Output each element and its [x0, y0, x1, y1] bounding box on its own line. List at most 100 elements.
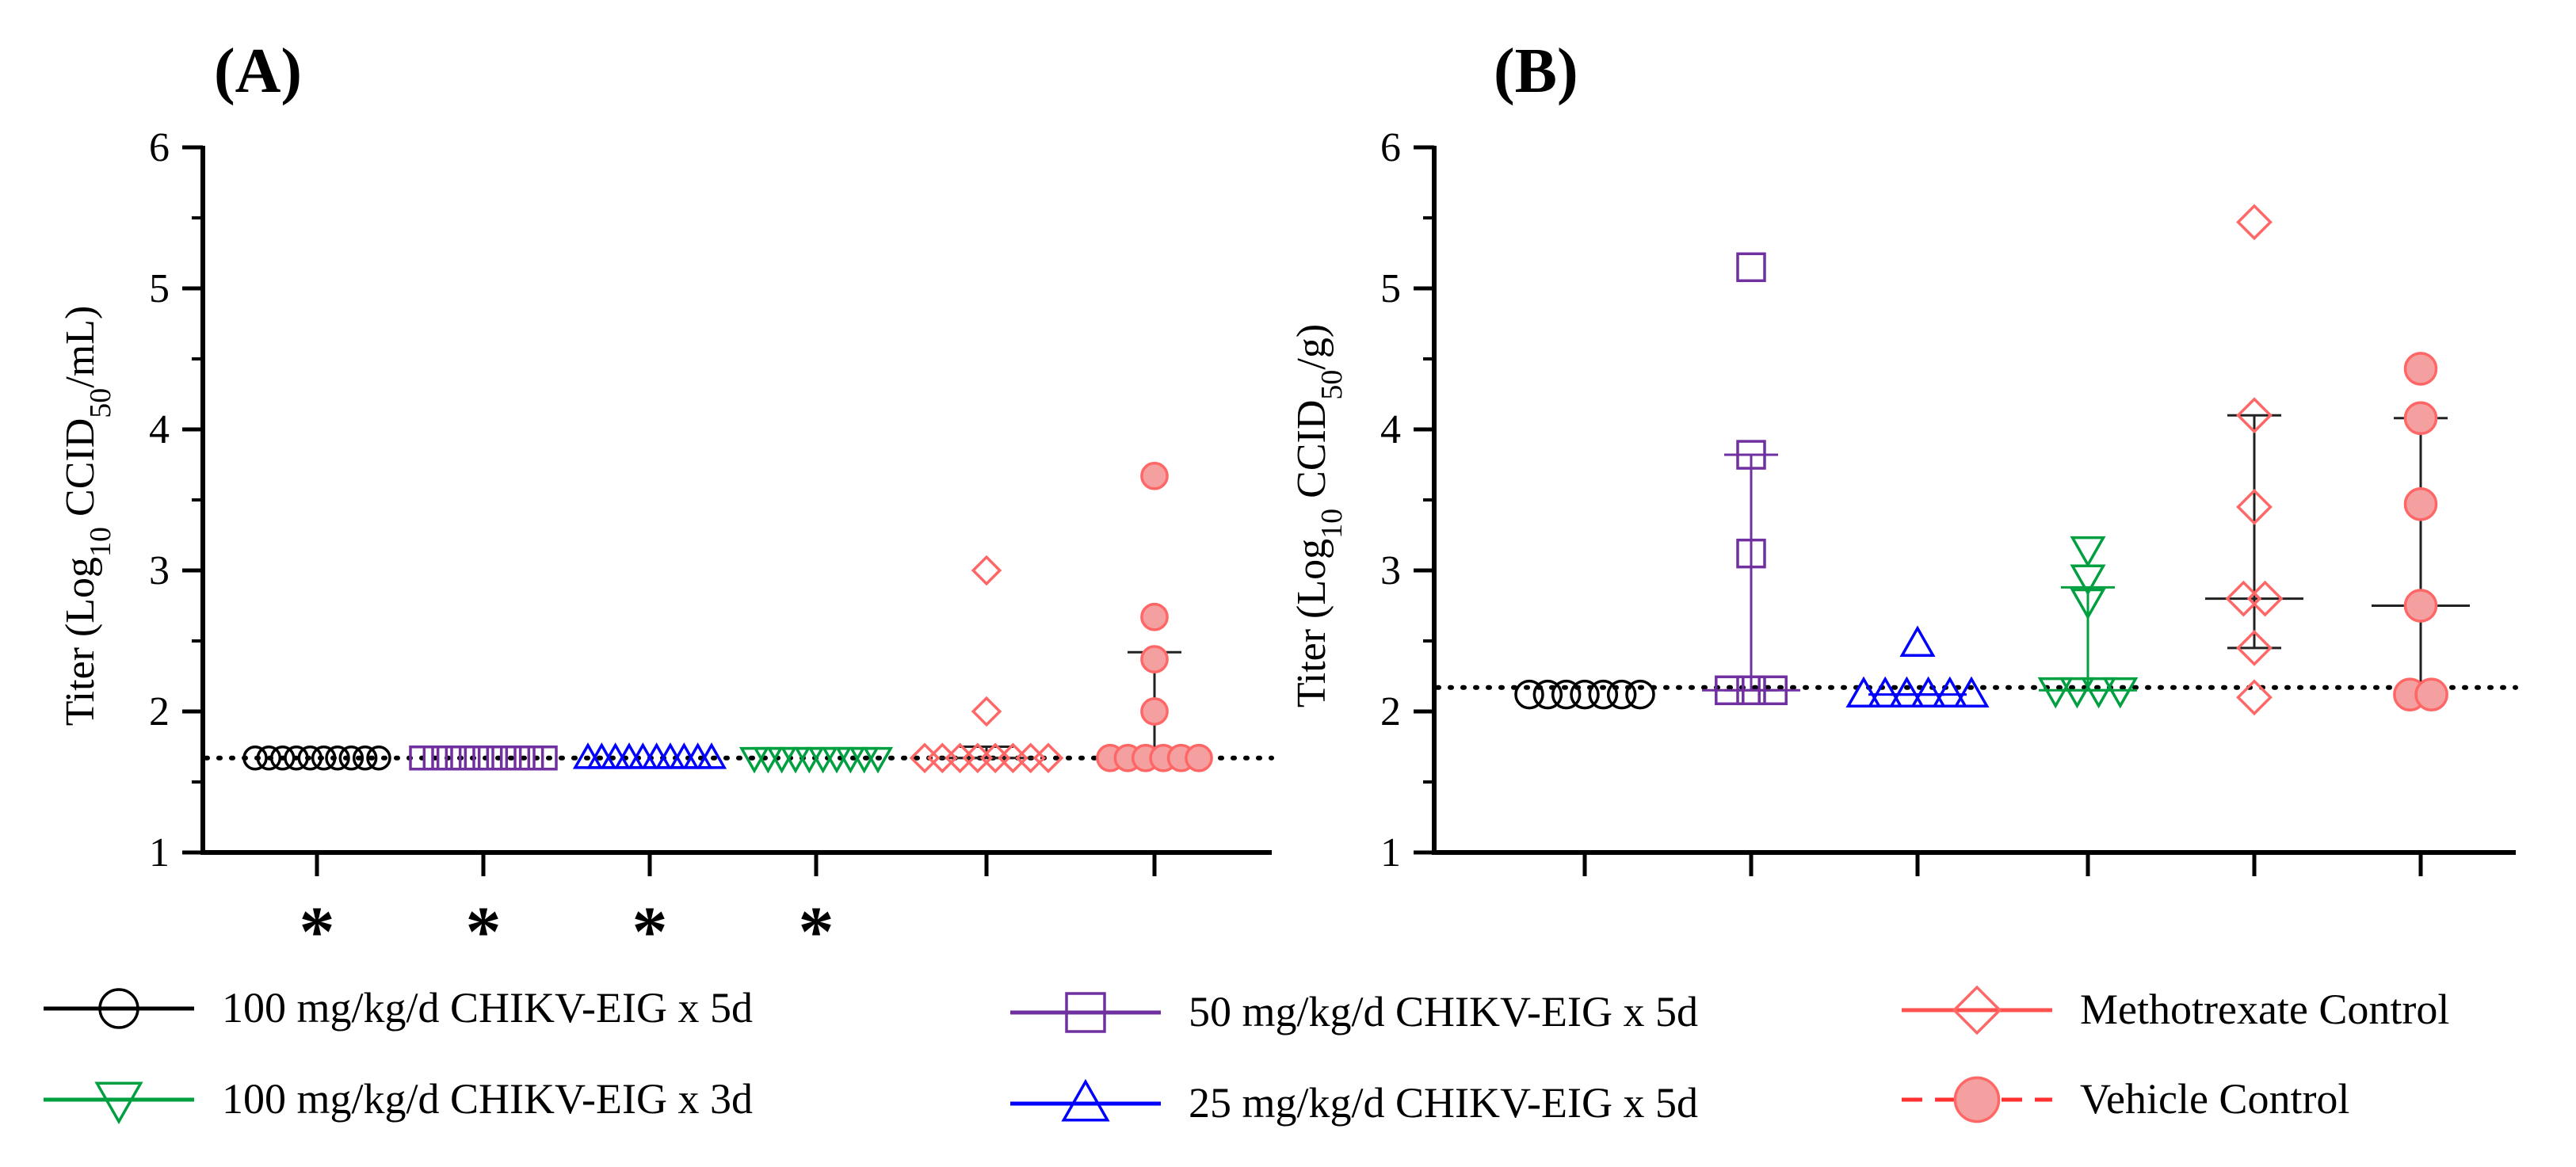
data-point — [2070, 588, 2106, 620]
data-point — [2403, 487, 2438, 521]
significance-star: * — [632, 893, 668, 971]
legend-label: Vehicle Control — [2080, 1075, 2349, 1123]
data-point — [491, 745, 517, 771]
y-tick-label: 4 — [149, 407, 170, 452]
legend-marker — [94, 1081, 143, 1125]
y-axis-label: Titer (Log10 CCID50/g) — [1289, 324, 1349, 707]
panel-label: (A) — [214, 36, 302, 106]
data-point — [2037, 677, 2074, 709]
group-5 — [1096, 461, 1213, 772]
legend: 100 mg/kg/d CHIKV-EIG x 5d 50 mg/kg/d CHI… — [44, 984, 2449, 1127]
y-tick-label: 5 — [149, 266, 170, 311]
data-point — [2236, 397, 2273, 434]
legend-item: 100 mg/kg/d CHIKV-EIG x 5d — [44, 984, 753, 1032]
legend-marker — [1953, 1076, 2001, 1123]
data-point — [532, 745, 558, 771]
legend-marker — [1952, 985, 2002, 1035]
data-point — [2246, 580, 2284, 617]
data-point — [1185, 743, 1213, 772]
data-point — [1736, 675, 1766, 706]
data-point — [1606, 679, 1637, 710]
data-point — [269, 745, 296, 771]
data-point — [366, 745, 391, 771]
y-tick-label: 2 — [1380, 689, 1401, 734]
data-point — [2236, 489, 2273, 525]
legend-item: 25 mg/kg/d CHIKV-EIG x 5d — [1010, 1078, 1698, 1127]
data-point — [2403, 589, 2438, 623]
data-point — [1899, 625, 1936, 657]
data-point — [1867, 676, 1903, 708]
group-1 — [1702, 252, 1800, 706]
data-point — [1032, 742, 1064, 774]
legend-item: Vehicle Control — [1902, 1075, 2349, 1123]
data-point — [464, 745, 490, 771]
data-point — [1845, 676, 1882, 708]
legend-label: 50 mg/kg/d CHIKV-EIG x 5d — [1189, 988, 1698, 1035]
y-tick-label: 3 — [149, 548, 170, 593]
data-point — [436, 745, 462, 771]
group-0: * — [242, 745, 391, 971]
data-point — [1932, 676, 1968, 708]
data-point — [1140, 461, 1169, 490]
data-point — [1140, 645, 1169, 673]
group-0 — [1514, 679, 1655, 710]
data-point — [1736, 252, 1766, 283]
panel-label: (B) — [1494, 36, 1578, 106]
data-point — [2236, 679, 2273, 716]
data-point — [284, 745, 309, 771]
data-point — [450, 745, 475, 771]
legend-item: 50 mg/kg/d CHIKV-EIG x 5d — [1010, 988, 1698, 1035]
data-point — [242, 745, 268, 771]
data-point — [325, 745, 350, 771]
legend-label: 100 mg/kg/d CHIKV-EIG x 3d — [222, 1075, 753, 1123]
data-point — [1736, 440, 1766, 470]
data-point — [409, 745, 434, 771]
data-point — [1757, 675, 1788, 706]
data-point — [297, 745, 323, 771]
panel-a: (A) 1 2 3 4 5 6 Titer (Log10 CCID50/mL) * * * * — [58, 36, 1274, 971]
legend-label: 100 mg/kg/d CHIKV-EIG x 5d — [222, 984, 753, 1032]
data-point — [2081, 677, 2117, 709]
group-2: * — [572, 742, 727, 971]
data-point — [1910, 676, 1947, 708]
legend-item: Methotrexate Control — [1902, 985, 2449, 1035]
data-point — [518, 745, 544, 771]
legend-label: 25 mg/kg/d CHIKV-EIG x 5d — [1189, 1079, 1698, 1127]
data-point — [1551, 679, 1582, 710]
panel-b: (B) 1 2 3 4 5 6 Titer (Log10 CCID50/g) — [1289, 36, 2518, 876]
significance-star: * — [466, 893, 502, 971]
data-point — [2236, 204, 2273, 241]
data-point — [477, 745, 503, 771]
data-point — [1532, 679, 1563, 710]
y-tick-label: 1 — [1380, 830, 1401, 875]
data-point — [2403, 401, 2438, 436]
data-point — [1888, 676, 1925, 708]
legend-marker — [1061, 1078, 1110, 1122]
y-tick-label: 6 — [149, 125, 170, 170]
legend-marker — [1065, 992, 1106, 1033]
data-point — [2102, 677, 2139, 709]
data-point — [2414, 677, 2448, 711]
data-point — [1140, 697, 1169, 726]
data-point — [1953, 676, 1990, 708]
data-point — [1570, 679, 1600, 710]
legend-label: Methotrexate Control — [2080, 986, 2449, 1033]
data-point — [311, 745, 337, 771]
data-point — [256, 745, 282, 771]
data-point — [1625, 679, 1655, 710]
significance-star: * — [799, 893, 834, 971]
data-point — [971, 555, 1002, 586]
y-axis-label: Titer (Log10 CCID50/mL) — [58, 306, 117, 727]
legend-item: 100 mg/kg/d CHIKV-EIG x 3d — [44, 1075, 753, 1125]
data-point — [2070, 564, 2106, 596]
group-3: * — [738, 746, 894, 971]
data-point — [862, 746, 894, 774]
legend-marker — [98, 988, 139, 1029]
y-tick-label: 4 — [1380, 407, 1401, 452]
group-5 — [2372, 352, 2470, 711]
data-point — [1715, 675, 1745, 706]
group-4 — [909, 555, 1064, 774]
data-point — [2403, 352, 2438, 386]
data-point — [971, 696, 1002, 727]
